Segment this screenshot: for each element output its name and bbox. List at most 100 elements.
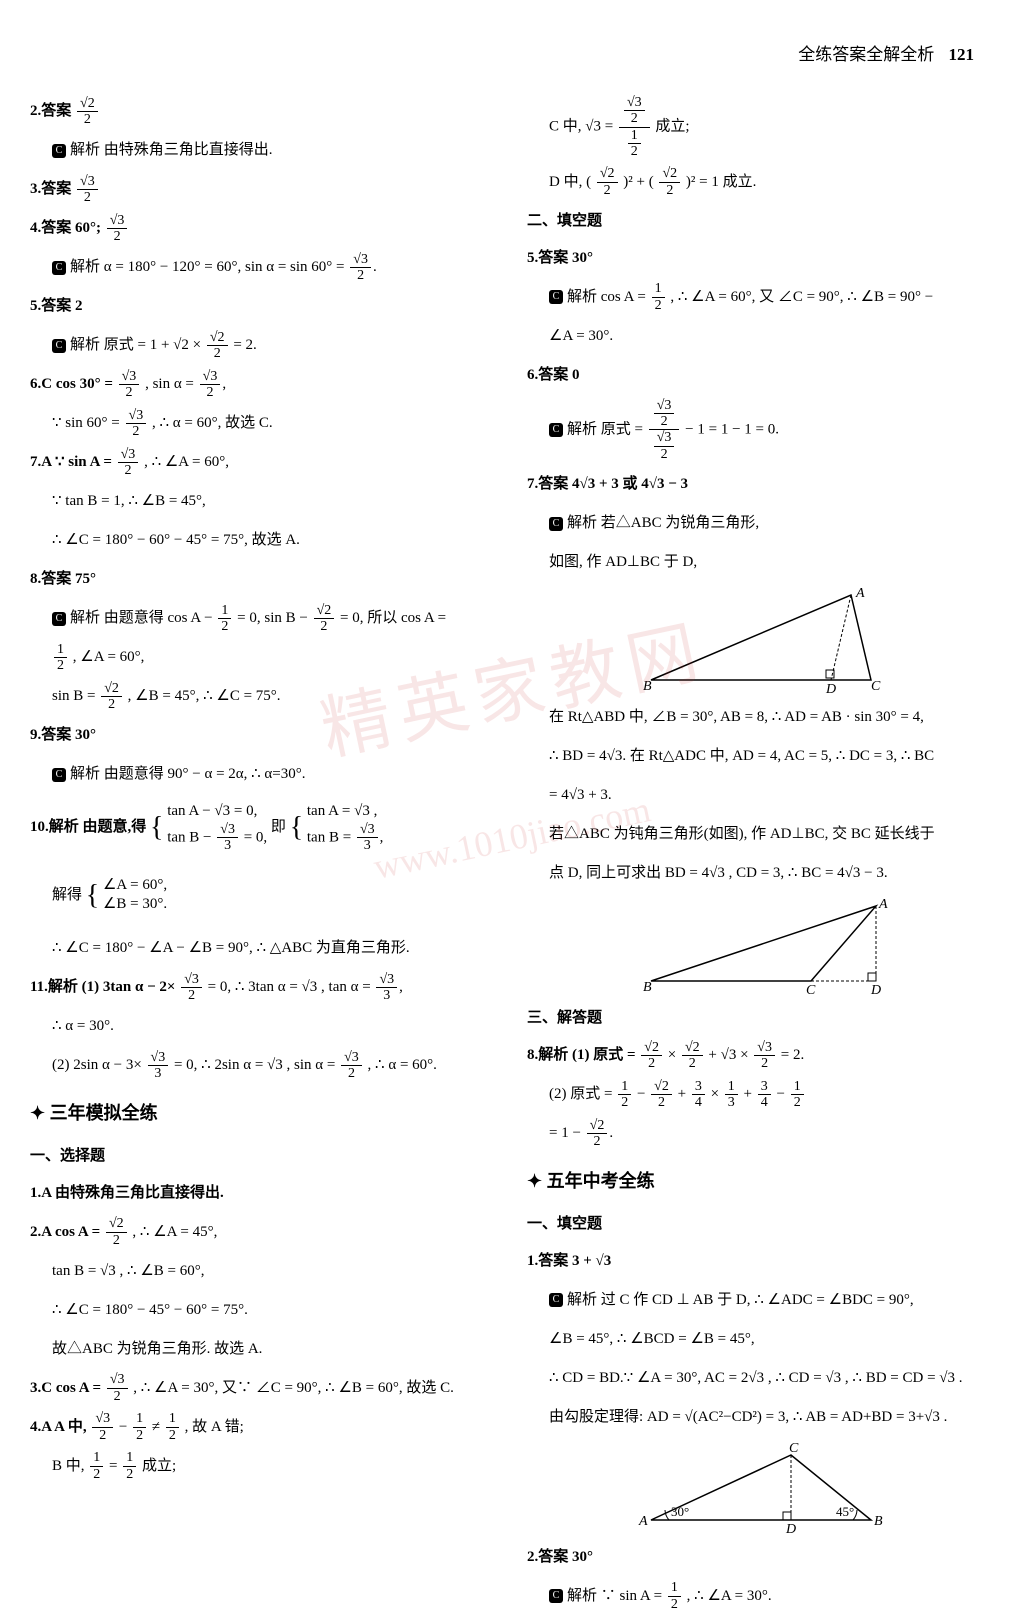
q8-expl: C解析 由题意得 cos A − 12 = 0, sin B − √22 = 0… [52,602,497,635]
text: 解析 由题意得 90° − α = 2α, ∴ α=30°. [70,766,306,782]
text: 解析 cos A = [567,289,650,305]
text: 1.答案 3 + √3 [527,1253,611,1269]
fraction: √32 [181,972,202,1004]
text: 成立; [655,119,689,135]
triangle-diagram-3: A D B C 30° 45° [631,1440,891,1535]
text: ≠ [152,1419,164,1435]
subsection-fill2: 一、填空题 [527,1208,994,1241]
text: , ∴ α = 60°. [368,1057,437,1073]
text: + [678,1086,690,1102]
q7: 7.A ∵ sin A = √32 , ∴ ∠A = 60°, [30,446,497,479]
m3: 3.C cos A = √32 , ∴ ∠A = 30°, 又∵ ∠C = 90… [30,1372,497,1405]
z1ex4: 由勾股定理得: AD = √(AC²−CD²) = 3, ∴ AB = AD+B… [549,1401,994,1434]
text: = 2. [233,337,256,353]
text: − [777,1086,789,1102]
text: − [637,1086,649,1102]
fraction: 13 [725,1079,738,1111]
fraction: √32 [126,408,147,440]
q5-answer: 5.答案 2 [30,290,497,323]
left-column: 2.答案 √22 C解析 由特殊角三角比直接得出. 3.答案 √32 4.答案 … [30,95,497,1619]
r7ex: C解析 若△ABC 为锐角三角形, [549,507,994,540]
fraction: √32 [200,369,221,401]
text: ∠B = 45°, ∴ ∠BCD = ∠B = 45°, [549,1331,755,1347]
text: D 中, ( [549,174,591,190]
fraction: √22 [597,166,618,198]
svg-text:A: A [878,897,888,912]
text: tan B = √3 , ∴ ∠B = 60°, [52,1263,204,1279]
m2d: ∴ ∠C = 180° − 45° − 60° = 75°. [52,1294,497,1327]
q8-expl2: 12 , ∠A = 60°, [52,641,497,674]
q11c: ∴ α = 30°. [52,1010,497,1043]
text: 解析 由题意得 cos A − [70,610,216,626]
q6: 6.C cos 30° = √32 , sin α = √32, [30,368,497,401]
text: tan B = [307,829,355,845]
fraction: 12 [54,642,67,674]
section-three-year: 三年模拟全练 [30,1094,497,1134]
m2c: tan B = √3 , ∴ ∠B = 60°, [52,1255,497,1288]
text: ∵ sin 60° = [52,415,124,431]
fraction: √32 12 [619,95,650,160]
triangle-diagram-2: B C D A [631,896,891,996]
z1ex: C解析 过 C 作 CD ⊥ AB 于 D, ∴ ∠ADC = ∠BDC = 9… [549,1284,994,1317]
fraction: 12 [668,1580,681,1612]
text: = 4√3 + 3. [549,787,612,803]
z2: 2.答案 30° [527,1541,994,1574]
text: 成立; [142,1458,176,1474]
text: 解得 [52,887,82,903]
q10: 10.解析 由题意,得 { tan A − √3 = 0, tan B − √3… [30,797,497,859]
r7ex4: ∴ BD = 4√3. 在 Rt△ADC 中, AD = 4, AC = 5, … [549,740,994,773]
text: 如图, 作 AD⊥BC 于 D, [549,554,697,570]
text: 10.解析 由题意,得 [30,819,146,835]
q9-expl: C解析 由题意得 90° − α = 2α, ∴ α=30°. [52,758,497,791]
page-number: 121 [949,45,975,64]
text: , ∴ ∠A = 60°, 又 ∠C = 90°, ∴ ∠B = 90° − [670,289,933,305]
text: 若△ABC 为钝角三角形(如图), 作 AD⊥BC, 交 BC 延长线于 [549,826,935,842]
text: 解析 ∵ sin A = [567,1588,666,1604]
text: = 0, [240,829,267,845]
text: , ∴ ∠A = 30°, 又∵ ∠C = 90°, ∴ ∠B = 60°, 故… [133,1380,454,1396]
svg-text:B: B [874,1514,883,1529]
svg-text:45°: 45° [836,1504,854,1519]
text: 6.答案 0 [527,367,580,383]
r6: 6.答案 0 [527,359,994,392]
q4-expl: C解析 α = 180° − 120° = 60°, sin α = sin 6… [52,251,497,284]
text: + √3 × [708,1047,752,1063]
fraction: √33 [376,972,397,1004]
text: 解析 由特殊角三角比直接得出. [70,142,273,158]
fraction: √32 [77,174,98,206]
text: 7.答案 4√3 + 3 或 4√3 − 3 [527,476,688,492]
svg-text:C: C [871,679,881,694]
text: 一、填空题 [527,1216,602,1232]
fraction: √22 [587,1118,608,1150]
r8: 8.解析 (1) 原式 = √22 × √22 + √3 × √32 = 2. [527,1039,994,1072]
text: , ∴ ∠A = 30°. [687,1588,772,1604]
q7c: ∵ tan B = 1, ∴ ∠B = 45°, [52,485,497,518]
q6c: ∵ sin 60° = √32 , ∴ α = 60°, 故选 C. [52,407,497,440]
text: 即 [271,819,286,835]
text: 9.答案 30° [30,727,96,743]
text: + [744,1086,756,1102]
fraction: √33 [357,822,378,854]
fraction: √32 √32 [649,398,680,463]
r7ex2: 如图, 作 AD⊥BC 于 D, [549,546,994,579]
fraction: 12 [652,281,665,313]
triangle-diagram-1: B D C A [631,585,891,695]
fraction: √32 [754,1040,775,1072]
svg-text:A: A [638,1514,648,1529]
fraction: √22 [682,1040,703,1072]
fraction: 12 [166,1411,179,1443]
fraction: √22 [641,1040,662,1072]
text: ∠A = 60°, [103,876,167,896]
r8e: (2) 原式 = 12 − √22 + 34 × 13 + 34 − 12 [549,1078,994,1111]
text: , ∴ ∠A = 45°, [132,1224,217,1240]
text: ∠B = 30°. [103,895,167,915]
fraction: 12 [90,1450,103,1482]
z1ex2: ∠B = 45°, ∴ ∠BCD = ∠B = 45°, [549,1323,994,1356]
text: )² = 1 成立. [686,174,756,190]
fraction: √32 [350,252,371,284]
text: 3.C cos A = [30,1380,105,1396]
text: × [668,1047,680,1063]
text: 解析 原式 = 1 + √2 × [70,337,205,353]
r5ex3: ∠A = 30°. [549,320,994,353]
text: tan A − √3 = 0, [167,802,267,822]
